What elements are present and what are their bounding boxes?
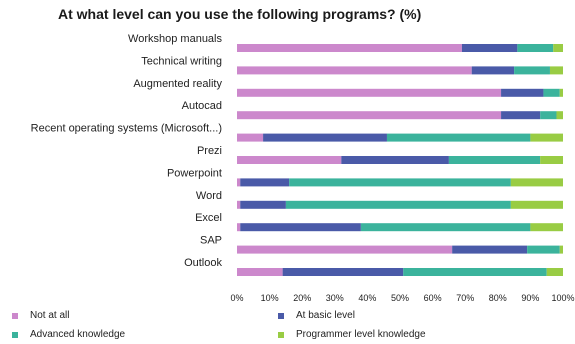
bar-segment-prezi-programmer-level-knowledge xyxy=(540,156,563,164)
x-tick-label-9: 90% xyxy=(521,293,539,303)
bar-segment-outlook-programmer-level-knowledge xyxy=(546,268,563,276)
bar-segment-autocad-at-basic-level xyxy=(501,111,541,120)
bar-segment-sap-at-basic-level xyxy=(452,245,528,254)
bar-segment-workshop-manuals-at-basic-level xyxy=(461,44,518,52)
category-label-powerpoint: Powerpoint xyxy=(167,167,222,179)
bar-segment-powerpoint-programmer-level-knowledge xyxy=(510,178,563,187)
x-tick-label-7: 70% xyxy=(456,293,474,303)
bar-segment-autocad-not-at-all xyxy=(237,111,502,120)
bar-segment-technical-writing-not-at-all xyxy=(237,66,472,75)
bar-segment-sap-advanced-knowledge xyxy=(527,245,560,254)
bar-segment-workshop-manuals-not-at-all xyxy=(237,44,462,52)
chart-title: At what level can you use the following … xyxy=(58,6,422,22)
bar-segment-prezi-not-at-all xyxy=(237,156,342,164)
bar-segment-excel-advanced-knowledge xyxy=(360,223,531,232)
bar-segment-workshop-manuals-programmer-level-knowledge xyxy=(553,44,563,52)
bar-segment-outlook-advanced-knowledge xyxy=(403,268,547,276)
bar-segment-augmented-reality-advanced-knowledge xyxy=(543,88,560,97)
category-label-outlook: Outlook xyxy=(184,257,222,269)
bar-segment-recent-operating-systems-microsoft-not-at-all xyxy=(237,133,264,142)
bar-segment-prezi-advanced-knowledge xyxy=(448,156,541,164)
bar-segment-powerpoint-at-basic-level xyxy=(240,178,290,187)
x-tick-label-2: 20% xyxy=(293,293,311,303)
x-tick-label-8: 80% xyxy=(489,293,507,303)
bar-segment-excel-not-at-all xyxy=(237,223,241,232)
bar-segment-word-not-at-all xyxy=(237,200,241,209)
category-label-technical-writing: Technical writing xyxy=(141,55,222,67)
bar-segment-powerpoint-not-at-all xyxy=(237,178,241,187)
bar-segment-word-advanced-knowledge xyxy=(285,200,511,209)
category-label-prezi: Prezi xyxy=(197,145,222,157)
bar-segment-recent-operating-systems-microsoft-at-basic-level xyxy=(263,133,387,142)
bar-segment-recent-operating-systems-microsoft-programmer-level-knowledge xyxy=(530,133,563,142)
x-tick-label-3: 30% xyxy=(326,293,344,303)
bar-segment-excel-at-basic-level xyxy=(240,223,361,232)
bar-segment-excel-programmer-level-knowledge xyxy=(530,223,563,232)
category-label-sap: SAP xyxy=(200,235,222,247)
bar-segment-prezi-at-basic-level xyxy=(341,156,449,164)
bar-segment-augmented-reality-not-at-all xyxy=(237,88,502,97)
x-tick-label-1: 10% xyxy=(261,293,279,303)
bar-segment-powerpoint-advanced-knowledge xyxy=(289,178,511,187)
bar-segment-autocad-advanced-knowledge xyxy=(540,111,557,120)
bar-segment-technical-writing-at-basic-level xyxy=(471,66,515,75)
bar-segment-sap-programmer-level-knowledge xyxy=(559,245,563,254)
x-tick-label-4: 40% xyxy=(358,293,376,303)
x-tick-label-5: 50% xyxy=(391,293,409,303)
bar-segment-augmented-reality-programmer-level-knowledge xyxy=(559,88,563,97)
bar-segment-outlook-at-basic-level xyxy=(282,268,404,276)
x-tick-label-0: 0% xyxy=(230,293,243,303)
category-label-word: Word xyxy=(196,190,222,202)
category-label-recent-operating-systems-microsoft: Recent operating systems (Microsoft...) xyxy=(31,123,222,135)
x-tick-label-6: 60% xyxy=(424,293,442,303)
bar-segment-workshop-manuals-advanced-knowledge xyxy=(517,44,554,52)
category-label-excel: Excel xyxy=(195,212,222,224)
bar-segment-word-at-basic-level xyxy=(240,200,286,209)
category-label-autocad: Autocad xyxy=(182,100,222,112)
bar-segment-outlook-not-at-all xyxy=(237,268,283,276)
bar-segment-augmented-reality-at-basic-level xyxy=(501,88,544,97)
category-label-workshop-manuals: Workshop manuals xyxy=(128,33,222,45)
bar-segment-sap-not-at-all xyxy=(237,245,453,254)
x-tick-label-10: 100% xyxy=(551,293,574,303)
bar-segment-technical-writing-programmer-level-knowledge xyxy=(549,66,563,75)
bar-segment-autocad-programmer-level-knowledge xyxy=(556,111,563,120)
category-label-augmented-reality: Augmented reality xyxy=(133,78,222,90)
bar-segment-recent-operating-systems-microsoft-advanced-knowledge xyxy=(386,133,531,142)
bar-segment-word-programmer-level-knowledge xyxy=(510,200,563,209)
bar-segment-technical-writing-advanced-knowledge xyxy=(514,66,550,75)
